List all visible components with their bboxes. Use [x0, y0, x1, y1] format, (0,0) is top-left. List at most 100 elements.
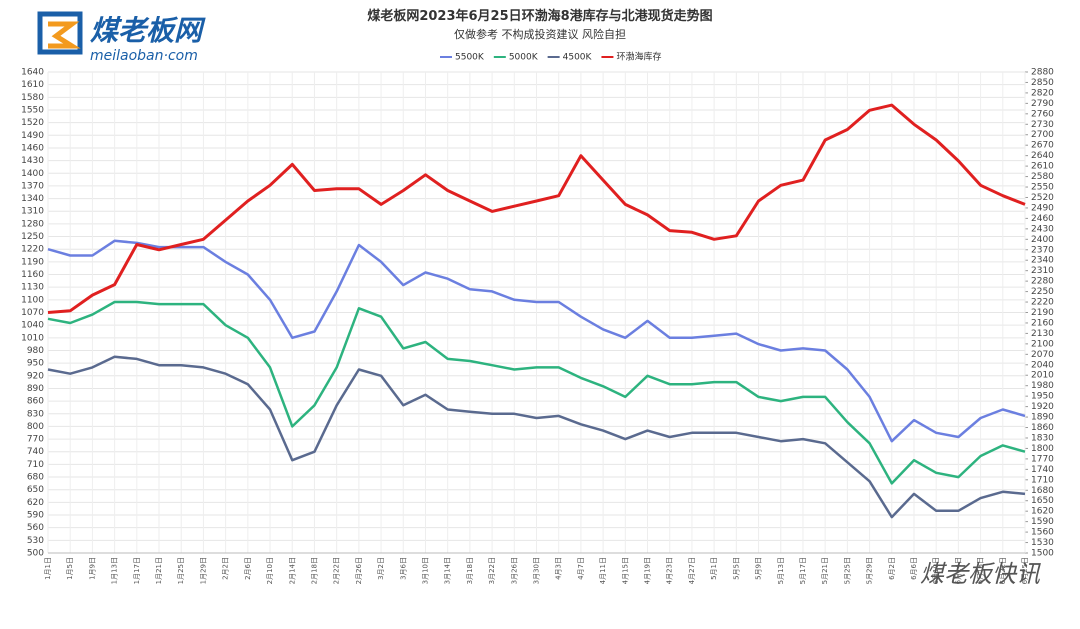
y2-tick-label: 2640: [1031, 151, 1054, 161]
y2-tick-label: 2100: [1031, 339, 1054, 349]
y2-tick-label: 1680: [1031, 486, 1054, 496]
y-tick-label: 590: [27, 511, 44, 521]
x-tick-label: 6月6日: [910, 557, 918, 580]
y-tick-label: 1040: [21, 321, 44, 331]
y-tick-label: 800: [27, 422, 44, 432]
x-tick-label: 1月21日: [155, 557, 163, 584]
y2-tick-label: 2580: [1031, 172, 1054, 182]
y2-tick-label: 2730: [1031, 120, 1054, 130]
legend-label: 环渤海库存: [616, 51, 661, 63]
y2-tick-label: 1950: [1031, 392, 1054, 402]
x-tick-label: 1月1日: [44, 557, 52, 580]
y2-tick-label: 2670: [1031, 141, 1054, 151]
y2-tick-label: 2220: [1031, 298, 1054, 308]
y2-tick-label: 1740: [1031, 465, 1054, 475]
series-line: [47, 239, 1026, 443]
x-tick-label: 6月25日: [1021, 557, 1029, 584]
y-tick-label: 920: [27, 371, 44, 381]
y-tick-label: 710: [27, 460, 44, 470]
y2-tick-label: 2520: [1031, 193, 1054, 203]
logo-mark: [48, 21, 81, 49]
y-tick-label: 1010: [21, 333, 44, 343]
x-tick-label: 2月22日: [333, 557, 341, 584]
legend-label: 4500K: [563, 53, 593, 63]
y2-tick-label: 2700: [1031, 130, 1054, 140]
y-tick-label: 1610: [21, 80, 44, 90]
y2-tick-label: 2280: [1031, 277, 1054, 287]
x-tick-label: 5月29日: [866, 557, 874, 584]
y2-tick-label: 2190: [1031, 308, 1054, 318]
x-tick-label: 4月7日: [577, 557, 585, 580]
y-tick-label: 980: [27, 346, 44, 356]
x-tick-label: 3月2日: [377, 557, 385, 580]
y2-tick-label: 1500: [1031, 549, 1054, 559]
y-tick-label: 680: [27, 473, 44, 483]
y2-tick-label: 2490: [1031, 203, 1054, 213]
y-tick-label: 950: [27, 359, 44, 369]
x-tick-label: 3月22日: [488, 557, 496, 584]
y2-tick-label: 2340: [1031, 256, 1054, 266]
y-tick-label: 500: [27, 549, 44, 559]
y2-tick-label: 2430: [1031, 224, 1054, 234]
x-tick-label: 3月6日: [399, 557, 407, 580]
y2-tick-label: 2760: [1031, 109, 1054, 119]
y-tick-label: 1190: [21, 257, 44, 267]
x-tick-label: 4月23日: [666, 557, 674, 584]
y-tick-label: 1160: [21, 270, 44, 280]
series-line: [47, 103, 1026, 314]
x-tick-label: 4月11日: [599, 557, 607, 584]
y-tick-label: 1280: [21, 219, 44, 229]
x-tick-label: 4月3日: [555, 557, 563, 580]
y-tick-label: 890: [27, 384, 44, 394]
y2-tick-label: 1620: [1031, 507, 1054, 517]
y2-tick-label: 2040: [1031, 360, 1054, 370]
x-tick-label: 3月18日: [466, 557, 474, 584]
y2-tick-label: 1560: [1031, 528, 1054, 538]
x-tick-label: 2月6日: [244, 557, 252, 580]
y2-tick-label: 2550: [1031, 183, 1054, 193]
x-tick-label: 1月13日: [111, 557, 119, 584]
x-tick-label: 1月9日: [88, 557, 96, 580]
y2-tick-label: 1770: [1031, 454, 1054, 464]
x-tick-label: 5月13日: [777, 557, 785, 584]
y2-tick-label: 2250: [1031, 287, 1054, 297]
x-tick-label: 6月18日: [977, 557, 985, 584]
y-tick-label: 1130: [21, 283, 44, 293]
logo-site: meilaoban·com: [90, 48, 198, 64]
y-tick-label: 860: [27, 397, 44, 407]
x-tick-label: 6月22日: [999, 557, 1007, 584]
y2-tick-label: 2400: [1031, 235, 1054, 245]
legend-label: 5000K: [509, 53, 539, 63]
x-tick-label: 5月9日: [755, 557, 763, 580]
x-tick-label: 1月25日: [177, 557, 185, 584]
y-tick-label: 560: [27, 523, 44, 533]
x-tick-label: 6月2日: [888, 557, 896, 580]
chart-subtitle: 仅做参考 不构成投资建议 风险自担: [454, 27, 626, 41]
y-tick-label: 1490: [21, 131, 44, 141]
y2-tick-label: 2880: [1031, 68, 1054, 78]
x-tick-label: 2月18日: [310, 557, 318, 584]
x-tick-label: 5月17日: [799, 557, 807, 584]
y-tick-label: 1250: [21, 232, 44, 242]
y2-tick-label: 1710: [1031, 475, 1054, 485]
y2-tick-label: 1860: [1031, 423, 1054, 433]
y-tick-label: 650: [27, 485, 44, 495]
x-tick-label: 2月14日: [288, 557, 296, 584]
y2-tick-label: 2160: [1031, 318, 1054, 328]
y2-tick-label: 2820: [1031, 88, 1054, 98]
x-tick-label: 1月29日: [199, 557, 207, 584]
y2-tick-label: 2010: [1031, 371, 1054, 381]
y2-tick-label: 2790: [1031, 99, 1054, 109]
y2-tick-label: 2850: [1031, 78, 1054, 88]
x-tick-label: 5月5日: [732, 557, 740, 580]
logo-box: [37, 11, 83, 55]
y-tick-label: 1430: [21, 156, 44, 166]
x-tick-label: 5月1日: [710, 557, 718, 580]
series-line: [47, 355, 1026, 519]
x-tick-label: 1月5日: [66, 557, 74, 580]
y2-tick-label: 1920: [1031, 402, 1054, 412]
x-tick-label: 3月10日: [421, 557, 429, 584]
y2-tick-label: 2070: [1031, 350, 1054, 360]
x-tick-label: 4月27日: [688, 557, 696, 584]
